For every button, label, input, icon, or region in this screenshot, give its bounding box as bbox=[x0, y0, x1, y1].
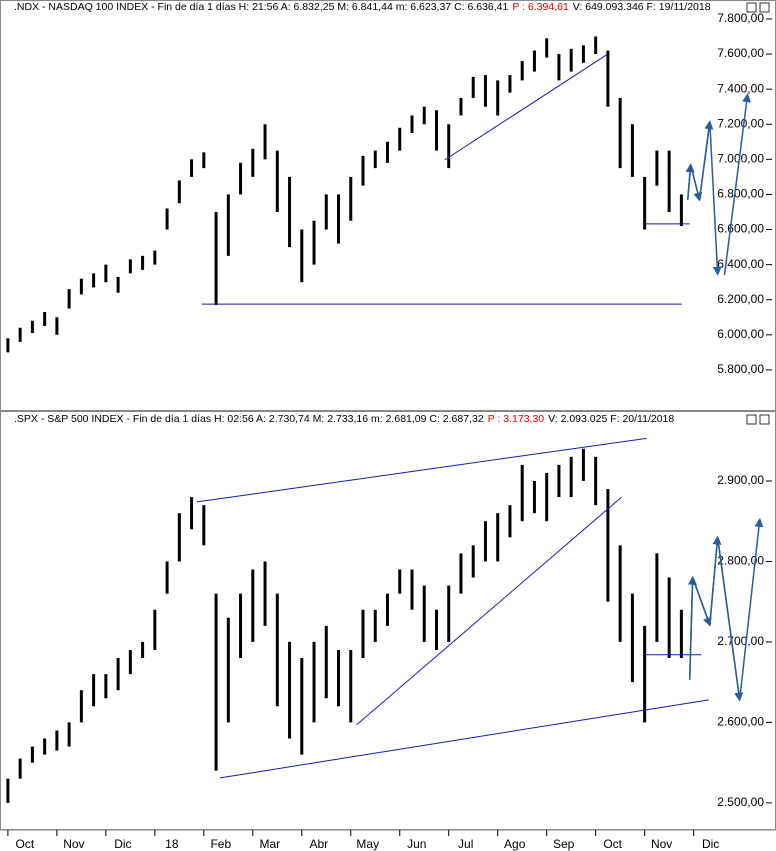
trend-line bbox=[219, 699, 709, 779]
x-tick-label: Nov bbox=[651, 837, 672, 851]
y-tick-label: 2.800,00 bbox=[717, 554, 764, 568]
y-tick-label: 7.800,00 bbox=[717, 11, 764, 25]
x-tick-label: Abr bbox=[309, 837, 328, 851]
header-price: P : 3.173,30 bbox=[487, 413, 545, 425]
minimize-button[interactable] bbox=[746, 414, 757, 425]
y-tick-label: 6.400,00 bbox=[717, 257, 764, 271]
header-text: .NDX - NASDAQ 100 INDEX - Fin de día 1 d… bbox=[14, 1, 509, 13]
x-tick-label: Jun bbox=[407, 837, 426, 851]
panel-frame bbox=[0, 0, 776, 411]
x-tick-label: Ago bbox=[504, 837, 526, 851]
y-tick-label: 5.800,00 bbox=[717, 362, 764, 376]
projection-path bbox=[687, 121, 722, 276]
projection-arrow bbox=[687, 575, 697, 680]
projection-arrow bbox=[716, 537, 744, 702]
projection-arrow bbox=[685, 163, 695, 200]
x-tick-label: Dic bbox=[702, 837, 719, 851]
minimize-button[interactable] bbox=[746, 2, 757, 13]
header-price: P : 6.394,61 bbox=[512, 1, 569, 13]
x-tick-label: May bbox=[356, 837, 379, 851]
y-tick-label: 2.700,00 bbox=[717, 634, 764, 648]
y-tick-label: 7.400,00 bbox=[717, 81, 764, 95]
header-text: V: 649.093.346 F: 19/11/2018 bbox=[572, 1, 711, 13]
x-tick-label: Jul bbox=[458, 837, 473, 851]
y-tick-label: 2.600,00 bbox=[717, 715, 764, 729]
x-tick-label: Sep bbox=[553, 837, 575, 851]
header-text: .SPX - S&P 500 INDEX - Fin de día 1 días… bbox=[14, 413, 484, 425]
projection-arrow bbox=[689, 164, 703, 202]
maximize-button[interactable] bbox=[759, 414, 770, 425]
x-tick-label: Mar bbox=[259, 837, 280, 851]
y-tick-label: 6.800,00 bbox=[717, 187, 764, 201]
panel-header: .SPX - S&P 500 INDEX - Fin de día 1 días… bbox=[14, 413, 678, 425]
y-tick-label: 7.000,00 bbox=[717, 152, 764, 166]
y-tick-label: 7.600,00 bbox=[717, 46, 764, 60]
x-tick-label: Oct bbox=[16, 837, 35, 851]
trend-line bbox=[196, 437, 647, 503]
maximize-button[interactable] bbox=[759, 2, 770, 13]
projection-arrow bbox=[709, 535, 722, 626]
y-tick-label: 2.500,00 bbox=[717, 795, 764, 809]
projection-path bbox=[688, 517, 764, 700]
y-tick-label: 6.600,00 bbox=[717, 222, 764, 236]
y-tick-label: 6.000,00 bbox=[717, 327, 764, 341]
x-tick-label: Nov bbox=[63, 837, 84, 851]
x-tick-label: 18 bbox=[165, 837, 179, 851]
projection-path bbox=[723, 93, 752, 276]
panel-header: .NDX - NASDAQ 100 INDEX - Fin de día 1 d… bbox=[14, 1, 715, 13]
x-tick-label: Feb bbox=[210, 837, 231, 851]
projection-arrow bbox=[691, 577, 712, 627]
y-tick-label: 6.200,00 bbox=[717, 292, 764, 306]
x-tick-label: Oct bbox=[603, 837, 622, 851]
projection-arrow bbox=[698, 120, 714, 200]
x-tick-label: Dic bbox=[114, 837, 131, 851]
y-tick-label: 2.900,00 bbox=[717, 473, 764, 487]
trend-line bbox=[444, 54, 607, 161]
y-tick-label: 7.200,00 bbox=[717, 116, 764, 130]
header-text: V: 2.093.025 F: 20/11/2018 bbox=[548, 413, 675, 425]
trend-line bbox=[356, 496, 622, 726]
